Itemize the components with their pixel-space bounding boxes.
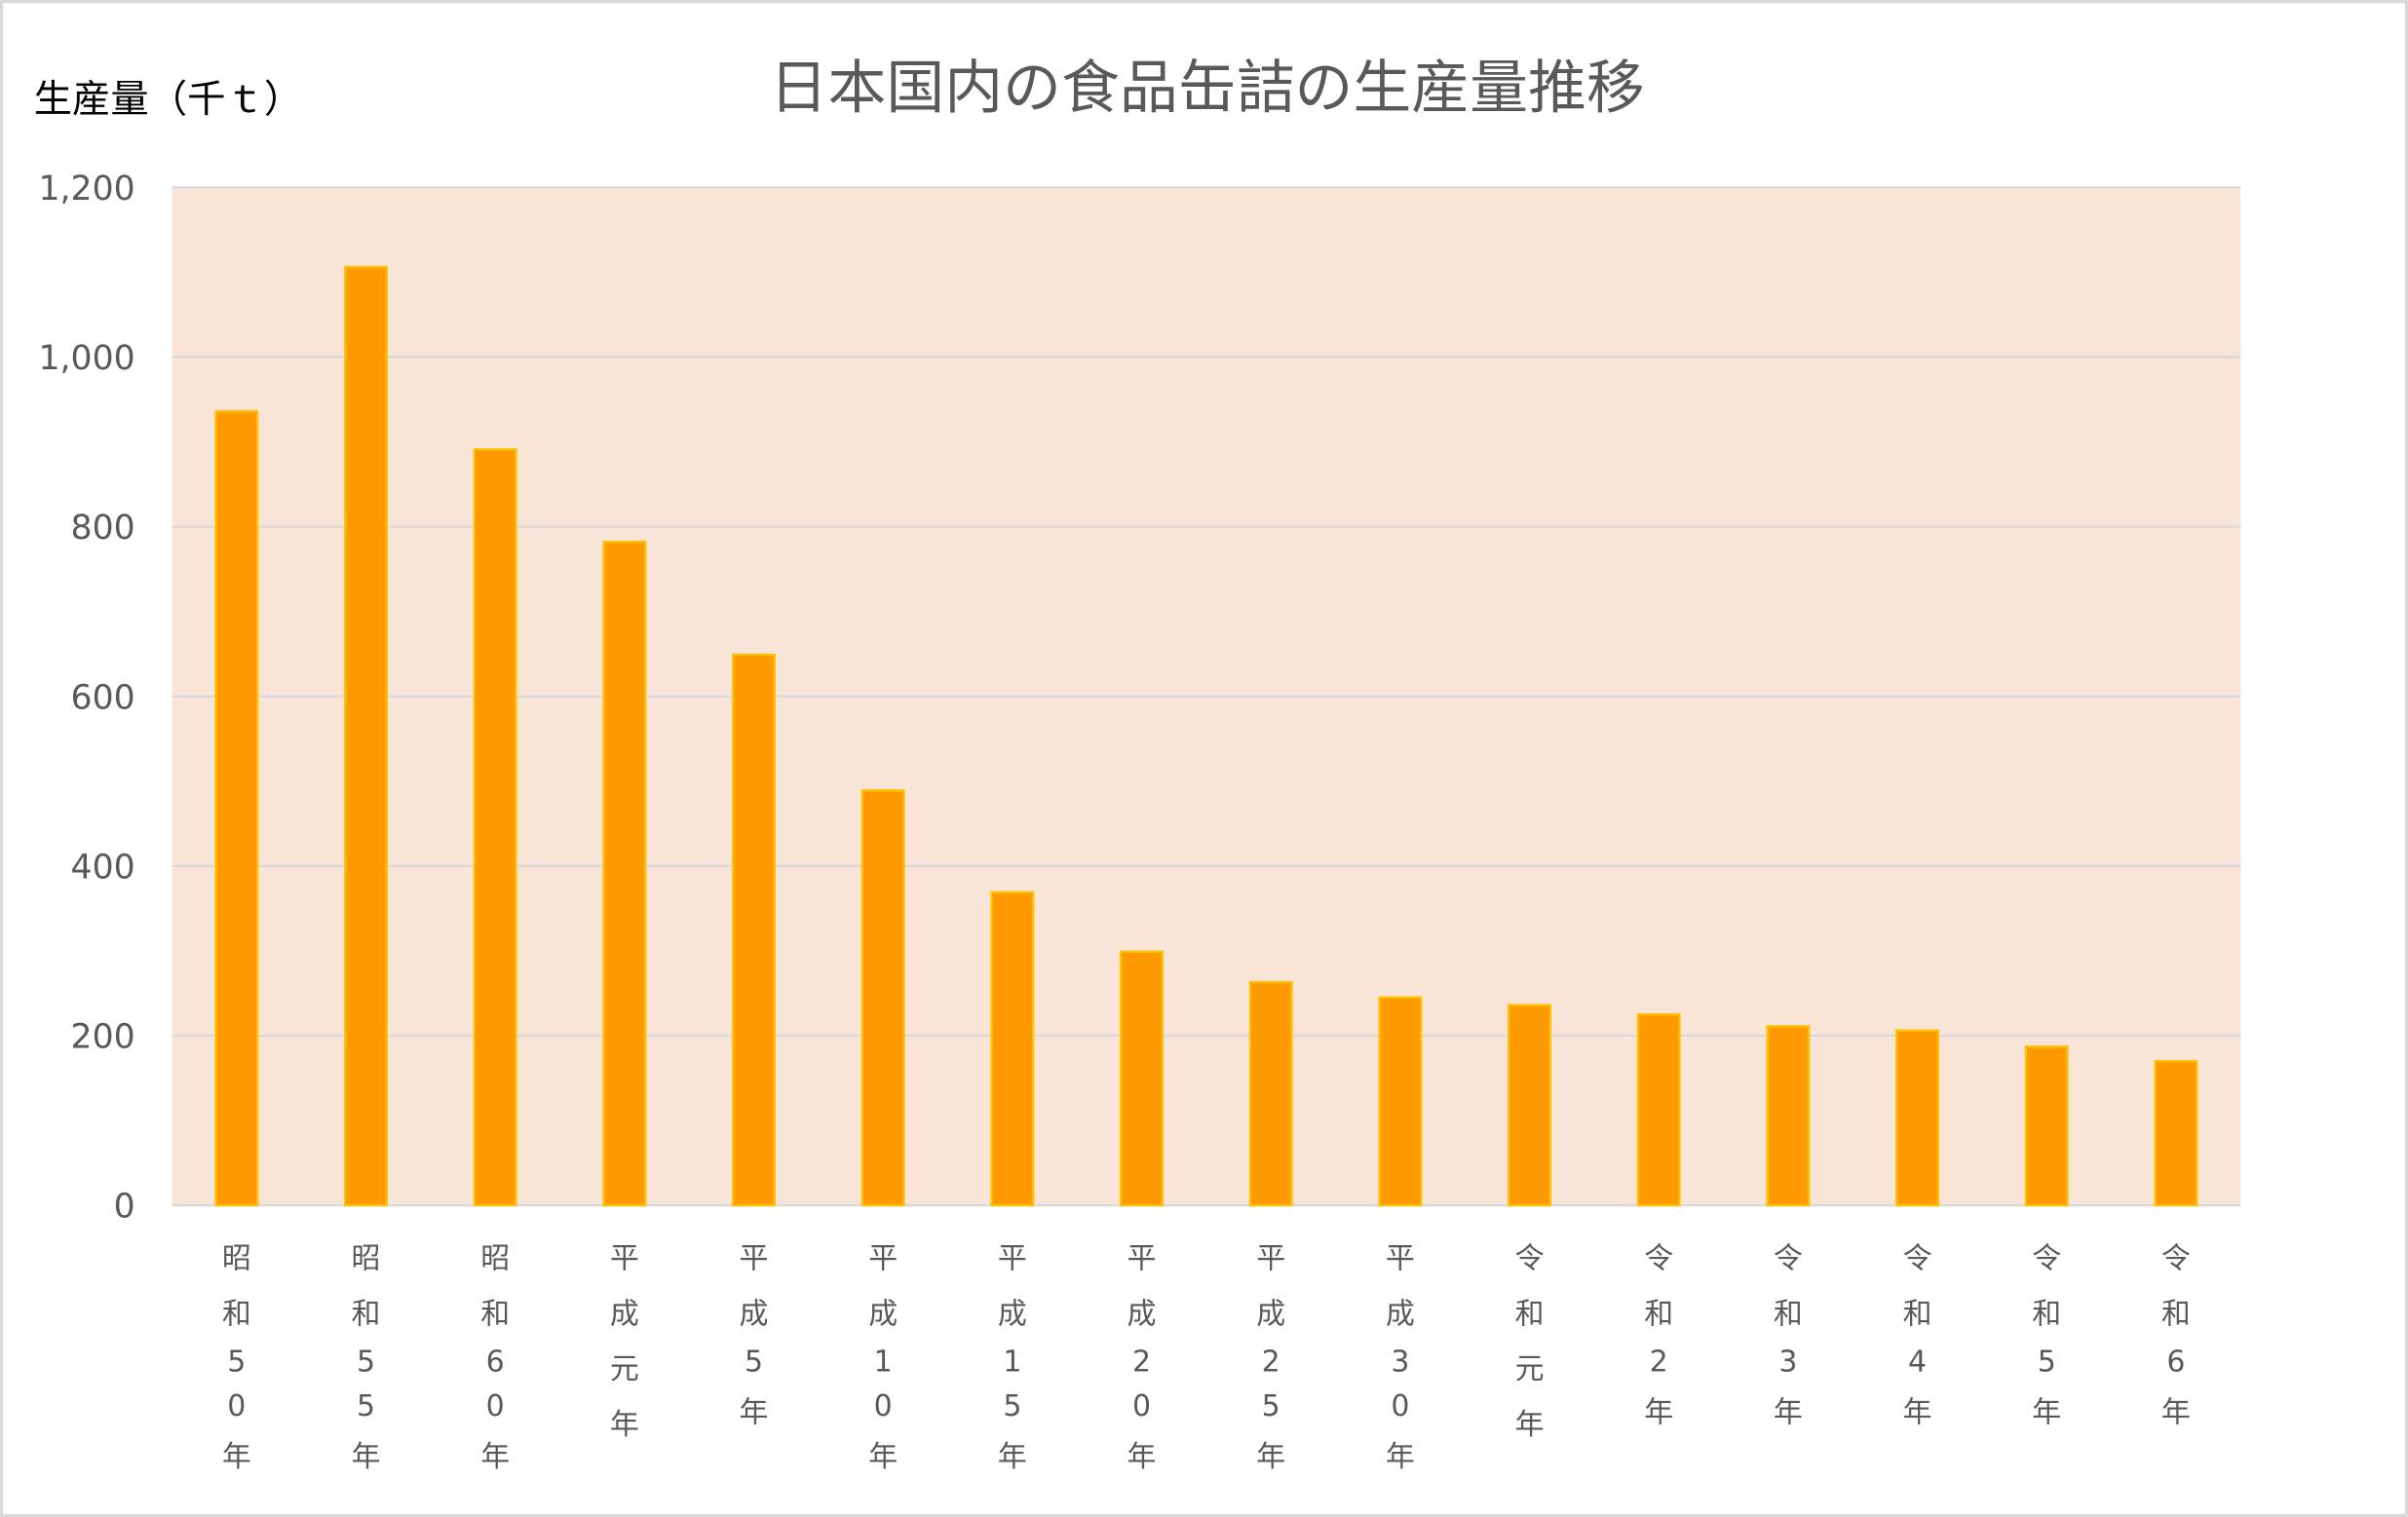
bar xyxy=(2024,1045,2069,1207)
bar xyxy=(1766,1025,1811,1207)
y-axis-label: 生産量（千ｔ） xyxy=(34,77,303,122)
y-tick-label: 800 xyxy=(71,509,135,548)
x-tick-label: 平成元年 xyxy=(610,1242,639,1442)
x-tick-label: 平成 3 0 年 xyxy=(1386,1242,1415,1474)
x-tick-label: 令和 2 年 xyxy=(1644,1242,1673,1430)
x-tick-label: 平成 5 年 xyxy=(740,1242,769,1430)
x-tick-label: 令和 5 年 xyxy=(2032,1242,2061,1430)
x-tick-label: 平成 1 0 年 xyxy=(868,1242,898,1474)
bar xyxy=(1248,980,1293,1207)
bar xyxy=(602,541,647,1207)
bars xyxy=(214,265,2198,1207)
y-tick-label: 1,000 xyxy=(38,339,134,378)
x-tick-label: 昭和 5 5 年 xyxy=(352,1242,381,1474)
y-axis-ticks: 0 200 400 600 800 1,000 1,200 xyxy=(38,170,134,1227)
y-tick-label: 1,200 xyxy=(38,170,134,209)
bar xyxy=(2154,1059,2198,1207)
bar xyxy=(732,653,776,1207)
y-tick-label: 400 xyxy=(71,848,135,887)
bar xyxy=(1636,1012,1681,1207)
x-tick-label: 平成 2 5 年 xyxy=(1256,1242,1285,1474)
y-tick-label: 0 xyxy=(114,1188,135,1227)
x-tick-label: 昭和 6 0 年 xyxy=(480,1242,510,1474)
y-tick-label: 200 xyxy=(71,1018,135,1057)
bar xyxy=(1378,996,1423,1207)
x-tick-label: 昭和 5 0 年 xyxy=(222,1242,251,1474)
chart-title: 日本国内の食品缶詰の生産量推移 xyxy=(770,54,1645,122)
bar xyxy=(344,265,388,1207)
bar xyxy=(990,891,1035,1207)
bar xyxy=(473,448,517,1207)
bar xyxy=(1120,950,1164,1207)
bar xyxy=(1508,1004,1551,1207)
x-axis-ticks: 昭和 5 0 年 昭和 5 5 年 昭和 6 0 年 平成元年 平成 5 年 平成 1 0 年 平成 1 5 年 平成 2 0 年 平成… xyxy=(222,1242,2191,1474)
y-tick-label: 600 xyxy=(71,678,135,717)
bar xyxy=(1895,1029,1940,1207)
x-tick-label: 令和 4 年 xyxy=(1903,1242,1932,1430)
x-tick-label: 令和 6 年 xyxy=(2161,1242,2191,1430)
x-tick-label: 平成 2 0 年 xyxy=(1128,1242,1157,1474)
x-tick-label: 平成 1 5 年 xyxy=(998,1242,1027,1474)
bar xyxy=(214,409,259,1207)
x-tick-label: 令和元年 xyxy=(1515,1242,1545,1442)
bar xyxy=(860,789,905,1207)
x-tick-label: 令和 3 年 xyxy=(1774,1242,1803,1430)
